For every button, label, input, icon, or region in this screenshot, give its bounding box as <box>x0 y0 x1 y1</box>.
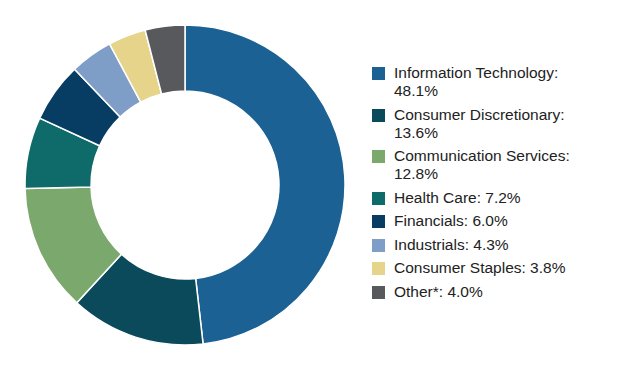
legend-item: Financials: 6.0% <box>372 212 587 230</box>
legend-swatch <box>372 67 385 80</box>
legend-item: Communication Services: 12.8% <box>372 147 587 183</box>
legend-label: Communication Services: 12.8% <box>394 147 587 183</box>
legend-label: Consumer Discretionary: 13.6% <box>394 106 587 142</box>
legend-item: Consumer Discretionary: 13.6% <box>372 106 587 142</box>
legend-swatch <box>372 109 385 122</box>
legend-item: Health Care: 7.2% <box>372 189 587 207</box>
legend-swatch <box>372 262 385 275</box>
slice <box>145 25 185 94</box>
legend-item: Industrials: 4.3% <box>372 236 587 254</box>
legend-swatch <box>372 239 385 252</box>
legend-item: Consumer Staples: 3.8% <box>372 259 587 277</box>
legend-swatch <box>372 192 385 205</box>
legend-label: Other*: 4.0% <box>394 283 483 301</box>
legend-item: Information Technology: 48.1% <box>372 64 587 100</box>
slice <box>185 25 345 344</box>
legend-label: Consumer Staples: 3.8% <box>394 259 565 277</box>
legend-label: Industrials: 4.3% <box>394 236 509 254</box>
legend: Information Technology: 48.1% Consumer Di… <box>372 64 587 306</box>
legend-swatch <box>372 150 385 163</box>
legend-label: Health Care: 7.2% <box>394 189 521 207</box>
legend-swatch <box>372 286 385 299</box>
legend-item: Other*: 4.0% <box>372 283 587 301</box>
donut <box>25 25 345 345</box>
legend-swatch <box>372 215 385 228</box>
legend-label: Information Technology: 48.1% <box>394 64 587 100</box>
slice <box>25 187 121 303</box>
legend-label: Financials: 6.0% <box>394 212 508 230</box>
chart <box>0 0 627 371</box>
